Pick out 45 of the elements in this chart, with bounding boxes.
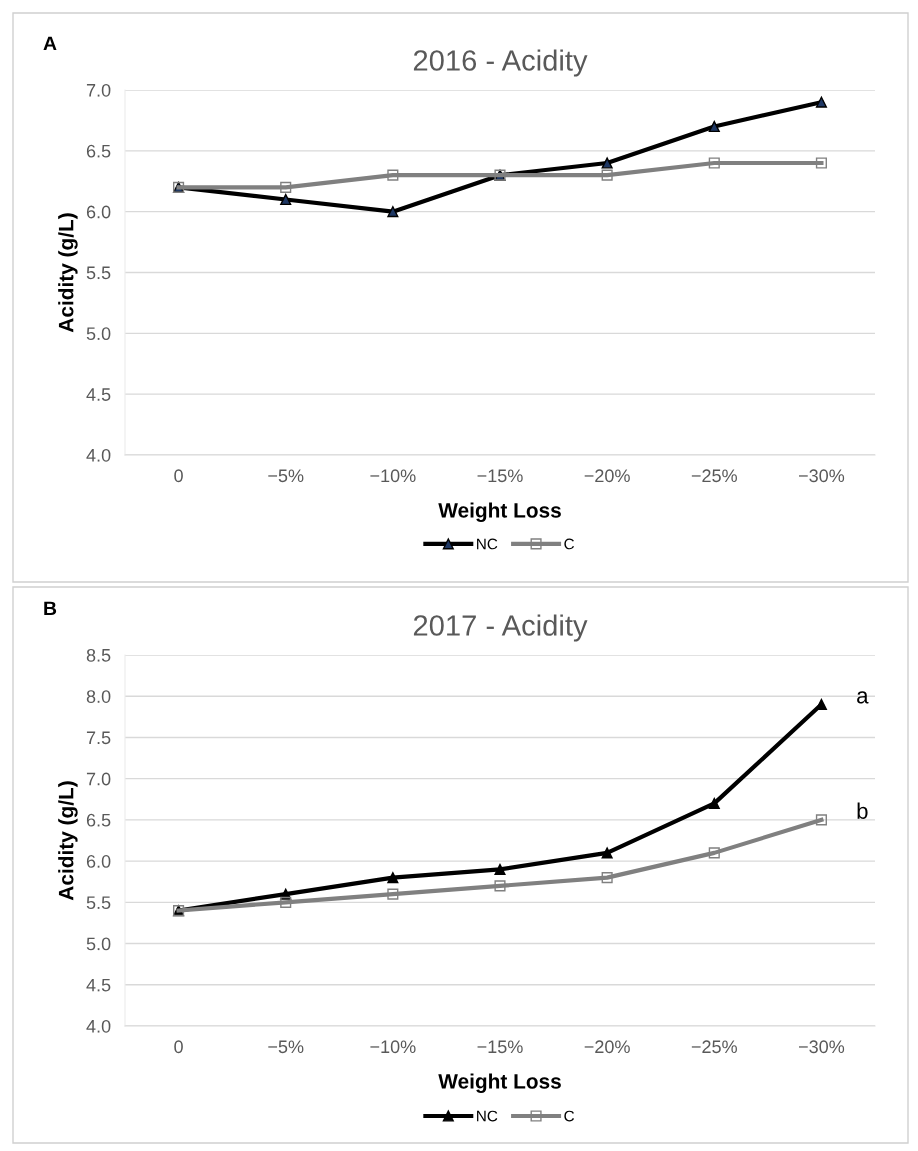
x-tick-label: −5% [268,469,304,483]
y-tick-label: 4.5 [86,388,111,401]
y-tick-label: 6.5 [86,813,111,827]
x-tick-label: 0 [174,469,183,483]
y-axis-title: Acidity (g/L) [58,213,78,333]
text: A [43,36,57,51]
y-axis-title: Acidity (g/L) [58,781,78,901]
legend-label: C [564,538,575,550]
y-tick-label: 8.5 [86,648,111,662]
y-tick-label: 4.5 [86,978,111,992]
x-tick-label: −20% [584,1040,630,1054]
x-tick-label: −25% [691,469,737,483]
legend-label: C [564,1110,575,1122]
annotation: a [857,691,869,704]
chart-title: 2017 - Acidity [413,614,588,642]
y-tick-label: 5.0 [86,327,111,341]
x-tick-label: −25% [691,1040,737,1054]
x-tick-label: −10% [370,1040,416,1054]
x-tick-label: −5% [268,1040,304,1054]
y-tick-label: 7.5 [86,731,111,745]
x-tick-label: −10% [370,469,416,483]
y-tick-label: 6.5 [86,144,111,158]
text: B [44,601,57,616]
y-tick-label: 5.5 [86,266,111,280]
legend-label: NC [477,1110,498,1122]
x-tick-label: −15% [477,469,523,483]
y-tick-label: 6.0 [86,855,111,868]
y-tick-label: 7.0 [86,83,111,97]
x-axis-title: Weight Loss [438,502,561,522]
y-tick-label: 4.0 [86,448,111,462]
x-tick-label: −20% [584,469,630,483]
x-axis-title: Weight Loss [438,1073,561,1093]
y-tick-label: 6.0 [86,205,111,219]
y-tick-label: 4.0 [86,1019,111,1033]
y-tick-label: 7.0 [86,772,111,786]
x-tick-label: −15% [477,1040,523,1054]
annotation: b [857,802,868,819]
x-tick-label: 0 [174,1040,183,1054]
legend-label: NC [477,538,498,550]
y-tick-label: 8.0 [86,690,111,703]
y-tick-label: 5.0 [86,937,111,951]
chart-title: 2016 - Acidity [413,49,588,77]
x-tick-label: −30% [798,469,845,483]
y-tick-label: 5.5 [86,896,111,910]
x-tick-label: −30% [798,1040,845,1054]
